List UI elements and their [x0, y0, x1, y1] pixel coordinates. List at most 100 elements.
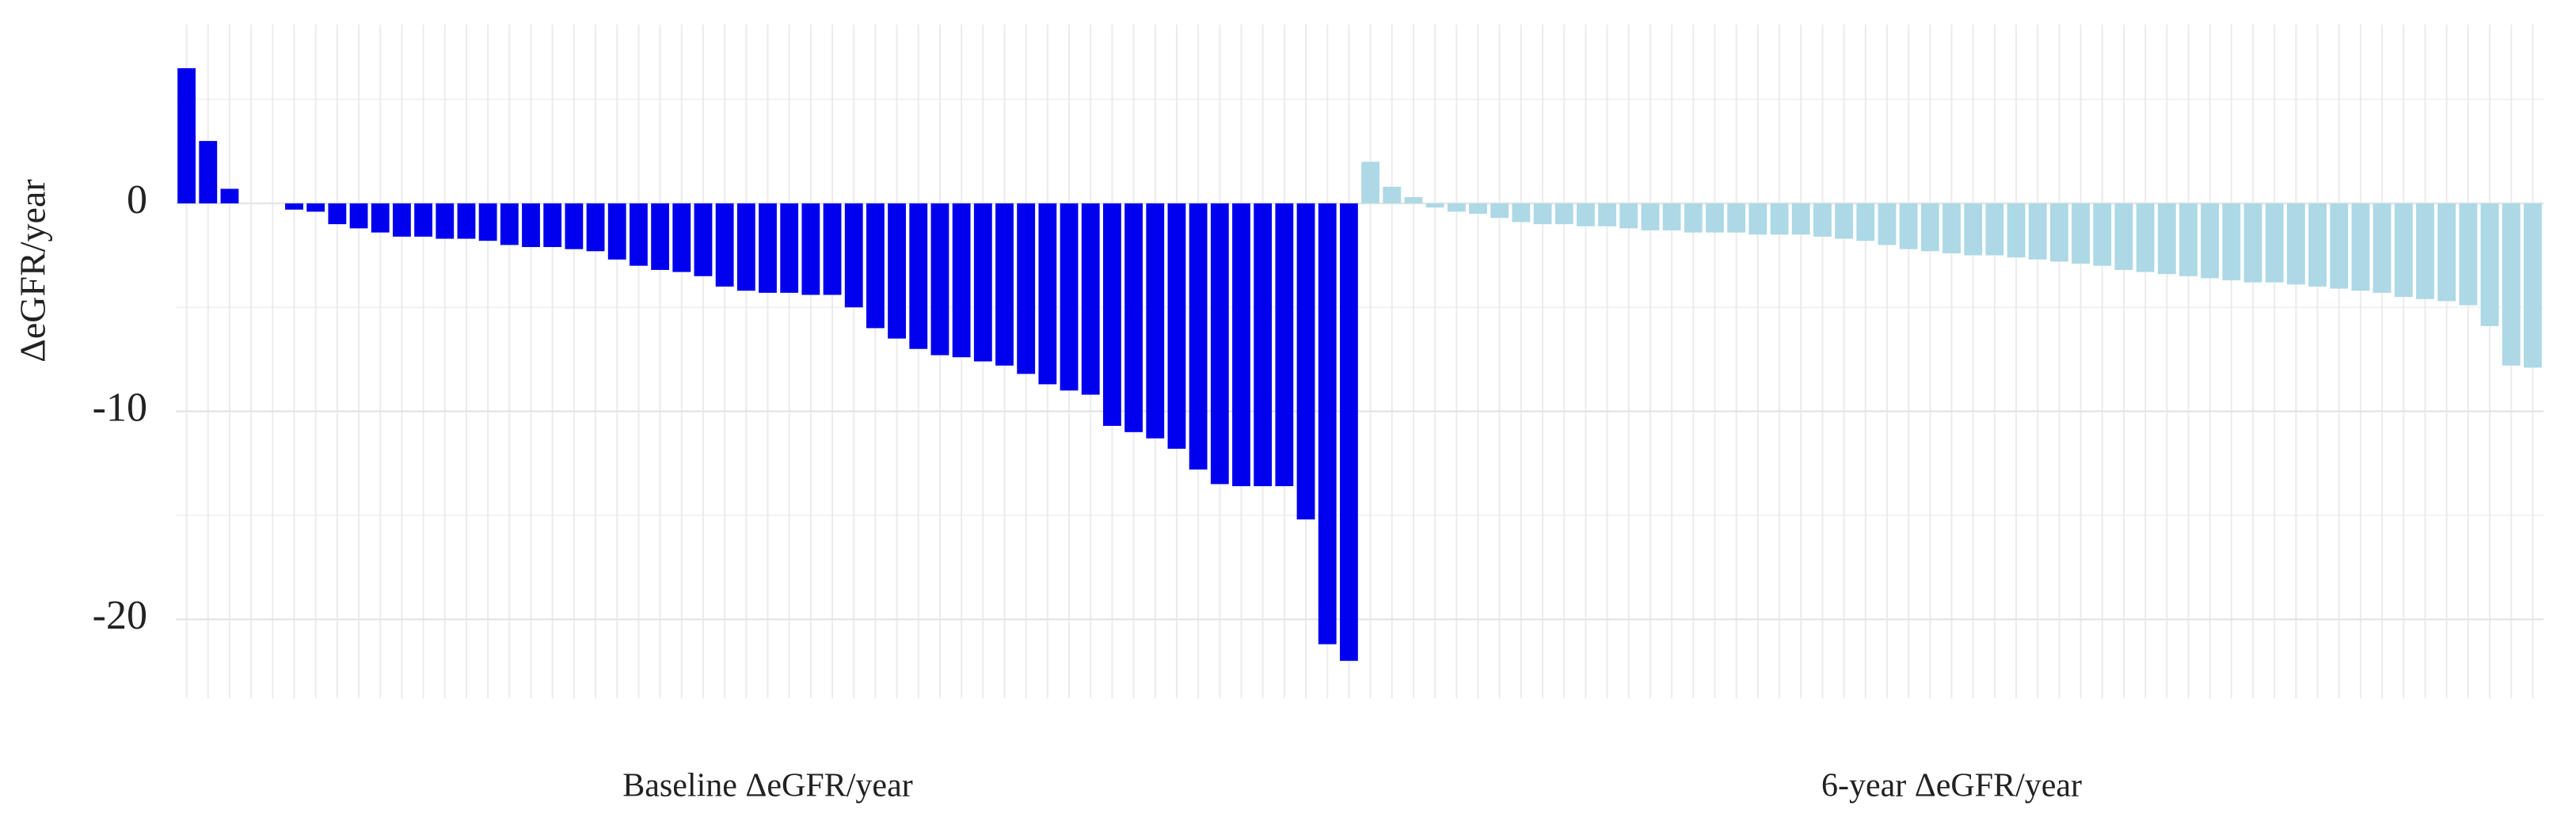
bar: [651, 203, 670, 270]
bar: [672, 203, 691, 272]
group-label: Baseline ΔeGFR/year: [622, 768, 912, 804]
bar: [973, 203, 992, 362]
bar: [1167, 203, 1186, 449]
bar: [2437, 203, 2456, 302]
bar: [1512, 203, 1531, 222]
bar: [1361, 162, 1380, 203]
bar: [1684, 203, 1703, 233]
bar: [1856, 203, 1875, 241]
bar: [371, 203, 390, 233]
y-tick-label: -20: [93, 593, 147, 638]
bar: [1339, 203, 1358, 661]
bar: [1081, 203, 1100, 395]
bar: [1770, 203, 1789, 235]
bar: [2243, 203, 2262, 283]
bar: [328, 203, 347, 225]
bar: [1619, 203, 1638, 229]
bar: [1964, 203, 1983, 256]
bar: [1554, 203, 1573, 225]
bar: [2523, 203, 2542, 368]
y-tick-label: 0: [127, 177, 147, 222]
bar: [715, 203, 734, 287]
bar: [1038, 203, 1057, 385]
bar: [1124, 203, 1143, 432]
bar: [1662, 203, 1681, 231]
bar: [2049, 203, 2068, 262]
bar: [607, 203, 626, 260]
bar: [866, 203, 885, 329]
bar: [2072, 203, 2091, 264]
bar: [2157, 203, 2176, 275]
bar: [1598, 203, 1617, 226]
bar: [2351, 203, 2370, 291]
bar: [1899, 203, 1918, 249]
bar: [1813, 203, 1832, 237]
bar: [2372, 203, 2391, 293]
bar: [1189, 203, 1208, 470]
group-label: 6-year ΔeGFR/year: [1821, 768, 2082, 804]
bar: [1878, 203, 1897, 245]
bar: [1425, 203, 1444, 208]
bar: [2136, 203, 2155, 272]
bar: [285, 203, 303, 210]
bar: [1469, 203, 1487, 215]
bar: [2007, 203, 2026, 258]
bar: [199, 141, 218, 203]
bar: [349, 203, 368, 229]
bar: [1706, 203, 1724, 233]
bar: [844, 203, 863, 308]
bar: [909, 203, 928, 349]
bar: [414, 203, 433, 237]
bar: [1490, 203, 1509, 219]
bar: [478, 203, 497, 241]
bar: [522, 203, 540, 248]
bar: [1641, 203, 1660, 231]
bar: [629, 203, 648, 266]
bar: [1017, 203, 1036, 374]
bar: [436, 203, 455, 239]
bar: [2459, 203, 2478, 306]
bar: [2330, 203, 2349, 289]
bar: [1383, 186, 1402, 203]
bar: [888, 203, 907, 339]
bar: [177, 68, 196, 203]
bar: [1146, 203, 1165, 439]
bar: [694, 203, 713, 276]
bar: [823, 203, 842, 295]
bar: [586, 203, 605, 252]
bar: [1102, 203, 1121, 426]
bar: [1920, 203, 1939, 252]
bar: [1060, 203, 1079, 391]
bar: [1791, 203, 1810, 235]
bar: [2222, 203, 2241, 281]
bar: [1232, 203, 1250, 487]
bar: [1254, 203, 1273, 487]
bar: [1447, 203, 1466, 212]
bar: [801, 203, 820, 295]
bar: [1835, 203, 1854, 239]
bar: [736, 203, 755, 291]
bar: [306, 203, 325, 212]
bar: [1533, 203, 1552, 225]
bar: [2114, 203, 2133, 270]
bar: [2093, 203, 2112, 266]
bar: [2480, 203, 2499, 326]
bar: [780, 203, 799, 293]
bar: [392, 203, 411, 237]
bar: [2286, 203, 2305, 285]
bar: [2308, 203, 2327, 287]
bar: [1404, 197, 1423, 203]
y-axis-label: ΔeGFR/year: [13, 179, 53, 362]
bar: [759, 203, 777, 293]
bar: [1942, 203, 1961, 253]
bar: [952, 203, 971, 358]
bar: [457, 203, 476, 239]
bar: [565, 203, 584, 249]
bar: [1985, 203, 2004, 256]
bar: [930, 203, 949, 355]
bar: [2201, 203, 2220, 279]
bar: [2416, 203, 2434, 299]
bar: [1318, 203, 1337, 644]
bar: [2394, 203, 2413, 298]
